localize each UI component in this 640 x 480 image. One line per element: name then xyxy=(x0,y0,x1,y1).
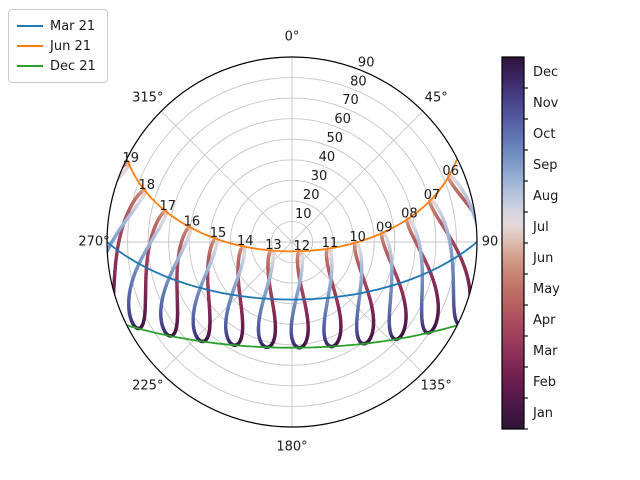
day-curve-jun21 xyxy=(125,158,459,253)
legend-label-mar21: Mar 21 xyxy=(50,18,96,34)
radial-tick-label-40: 40 xyxy=(319,150,336,165)
theta-tick-label-45: 45° xyxy=(425,90,448,105)
hour-label-12: 12 xyxy=(293,239,310,254)
radial-tick-label-20: 20 xyxy=(303,188,320,203)
hour-label-19: 19 xyxy=(122,151,139,166)
legend: Mar 21 Jun 21 Dec 21 xyxy=(8,9,108,83)
colorbar-month-label-oct: Oct xyxy=(533,127,555,142)
legend-item-jun21: Jun 21 xyxy=(17,36,107,56)
legend-item-dec21: Dec 21 xyxy=(17,56,107,76)
radial-tick-label-30: 30 xyxy=(311,169,328,184)
legend-line-mar21-icon xyxy=(17,24,43,28)
colorbar-month-label-jul: Jul xyxy=(532,220,549,235)
legend-label-dec21: Dec 21 xyxy=(50,58,96,74)
analemma-hour-11 xyxy=(322,246,343,349)
colorbar-month-label-apr: Apr xyxy=(533,313,556,328)
horizon-circle xyxy=(106,56,478,428)
colorbar-month-label-aug: Aug xyxy=(533,189,558,204)
colorbar-month-label-nov: Nov xyxy=(533,96,559,111)
colorbar: Jan Feb Mar Apr May Jun Jul Aug Sep Oct Nov Dec xyxy=(501,56,560,430)
theta-gridline xyxy=(291,110,424,243)
theta-tick-label-90: 90 xyxy=(482,235,499,250)
radial-gridline xyxy=(229,179,355,305)
colorbar-month-label-jun: Jun xyxy=(532,251,553,266)
analemma-hour-10 xyxy=(352,240,376,346)
colorbar-month-label-may: May xyxy=(533,282,560,297)
theta-gridline xyxy=(160,110,293,243)
radial-gridline xyxy=(270,220,314,264)
colorbar-month-label-feb: Feb xyxy=(533,375,556,390)
legend-line-dec21-icon xyxy=(17,64,43,68)
hour-label-09: 09 xyxy=(376,221,393,236)
legend-label-jun21: Jun 21 xyxy=(50,38,91,54)
radial-tick-label-80: 80 xyxy=(350,74,367,89)
hour-label-17: 17 xyxy=(160,199,177,214)
radial-tick-label-50: 50 xyxy=(327,131,344,146)
analemma-hour-19 xyxy=(107,161,131,194)
analemma-hour-07 xyxy=(428,198,472,327)
hour-label-11: 11 xyxy=(322,236,339,251)
theta-tick-label-180: 180° xyxy=(276,440,307,455)
day-curve-dec21 xyxy=(126,324,458,349)
analemma-hour-15 xyxy=(191,237,219,344)
colorbar-month-label-jan: Jan xyxy=(532,406,553,421)
hour-label-06: 06 xyxy=(442,164,459,179)
colorbar-month-label-mar: Mar xyxy=(533,344,558,359)
analemma-hour-08 xyxy=(405,217,440,335)
legend-line-jun21-icon xyxy=(17,44,43,48)
hour-label-10: 10 xyxy=(349,230,366,245)
radial-gridline xyxy=(127,77,457,407)
theta-tick-label-270: 270° xyxy=(78,235,109,250)
hour-label-07: 07 xyxy=(424,188,441,203)
hour-label-15: 15 xyxy=(210,226,227,241)
hour-label-18: 18 xyxy=(139,178,156,193)
polar-grid xyxy=(107,57,477,427)
radial-gridline xyxy=(147,97,437,387)
colorbar-gradient xyxy=(502,57,524,429)
day-curves xyxy=(107,158,477,349)
radial-tick-label-60: 60 xyxy=(334,112,351,127)
radial-gridline xyxy=(188,138,396,346)
colorbar-month-label-dec: Dec xyxy=(533,65,558,80)
hour-label-16: 16 xyxy=(184,215,201,230)
legend-item-mar21: Mar 21 xyxy=(17,16,107,36)
hour-label-13: 13 xyxy=(265,238,282,253)
hour-label-08: 08 xyxy=(401,207,418,222)
radial-tick-label-10: 10 xyxy=(295,207,312,222)
axis-labels: 0° 45° 90 135° 180° 225° 270° 315° 10 20 30 40 50 60 7… xyxy=(78,30,498,455)
theta-tick-label-135: 135° xyxy=(421,379,452,394)
radial-tick-label-70: 70 xyxy=(342,93,359,108)
colorbar-month-label-sep: Sep xyxy=(533,158,558,173)
radial-gridline xyxy=(250,200,334,284)
analemma-hour-09 xyxy=(380,231,408,341)
radial-tick-label-90: 90 xyxy=(358,55,375,70)
theta-tick-label-0: 0° xyxy=(285,30,300,45)
theta-tick-label-225: 225° xyxy=(132,379,163,394)
theta-tick-label-315: 315° xyxy=(132,90,163,105)
analemma-hour-16 xyxy=(159,225,193,338)
hour-label-14: 14 xyxy=(237,234,254,249)
day-curve-mar21 xyxy=(107,241,477,301)
